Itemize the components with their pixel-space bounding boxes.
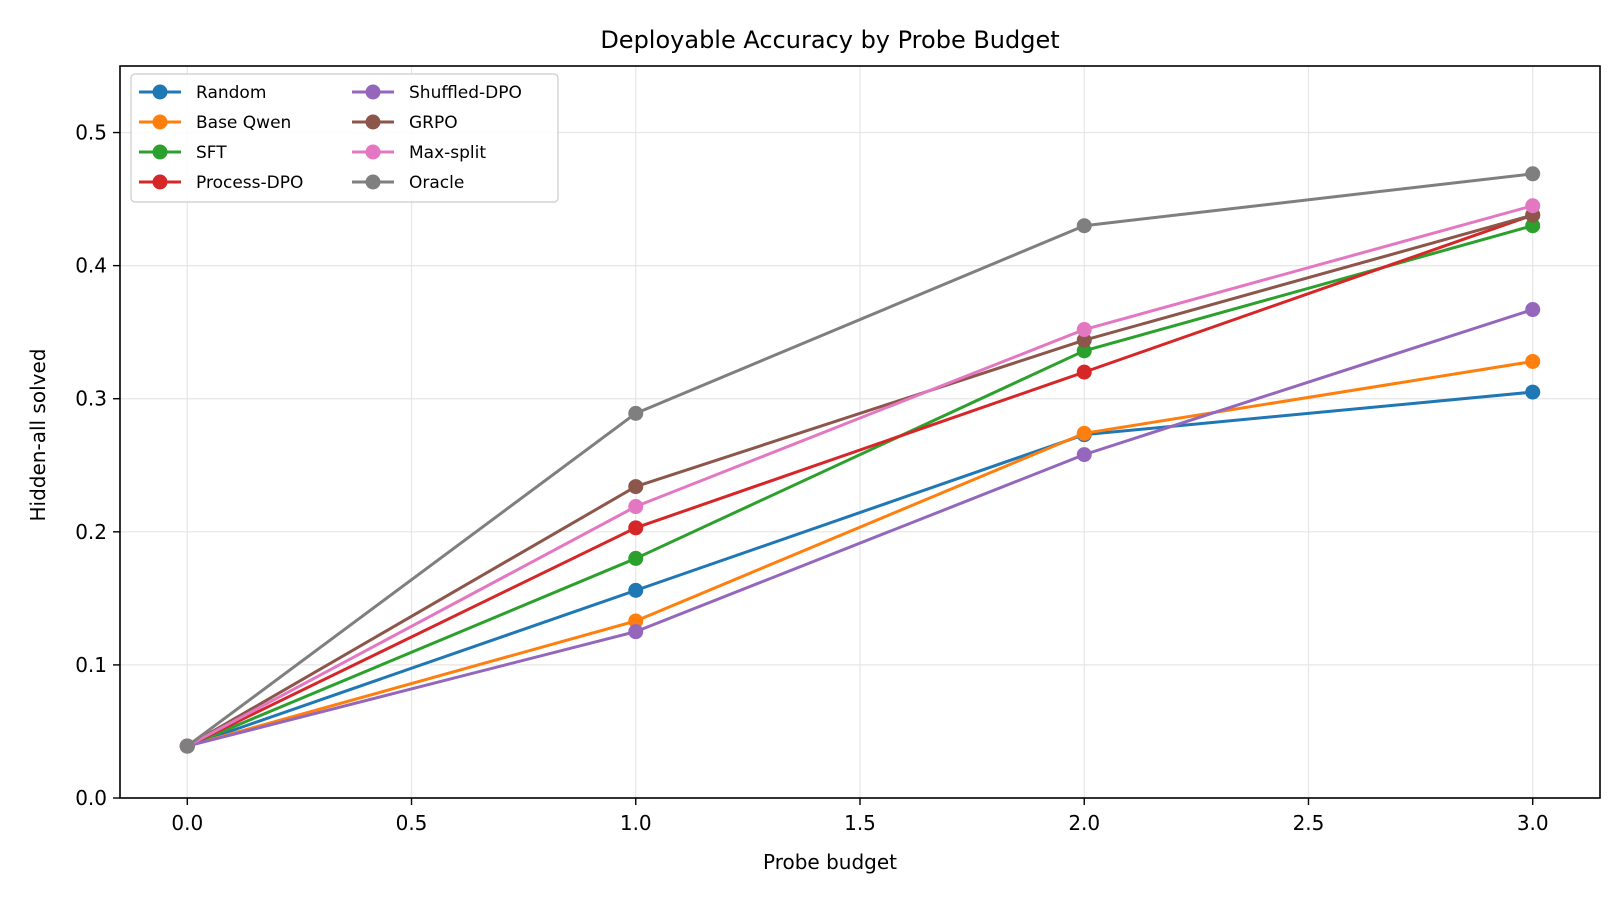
legend-item: Base Qwen <box>139 113 291 133</box>
legend-swatch-marker <box>152 174 168 190</box>
data-point <box>628 520 644 536</box>
x-tick-label: 0.0 <box>171 811 203 835</box>
x-tick-label: 1.0 <box>620 811 652 835</box>
data-point <box>1076 218 1092 234</box>
y-tick-label: 0.0 <box>75 786 107 810</box>
series-oracle <box>179 166 1541 754</box>
ticks: 0.0 0.5 1.0 1.5 2.0 2.5 3.0 0.0 0.1 0.2 0.3 0.4 0.5 <box>75 121 1548 835</box>
legend-item: Process-DPO <box>139 173 303 193</box>
legend-label: Random <box>196 83 266 103</box>
data-point <box>628 582 644 598</box>
chart-title: Deployable Accuracy by Probe Budget <box>600 26 1059 54</box>
data-point <box>179 738 195 754</box>
legend-swatch-marker <box>365 84 381 100</box>
series-line <box>186 213 1534 748</box>
data-point <box>628 613 644 629</box>
legend: Random Base Qwen SFT Process-DPO Shuffled-DP… <box>130 73 559 203</box>
legend-swatch-marker <box>365 144 381 160</box>
data-point <box>1525 302 1541 318</box>
data-point <box>1525 353 1541 369</box>
data-point <box>628 405 644 421</box>
series-line <box>186 213 1534 748</box>
legend-label: Shuffled-DPO <box>409 83 522 103</box>
legend-item: Max-split <box>352 143 486 163</box>
data-point <box>1525 198 1541 214</box>
legend-label: Base Qwen <box>196 113 291 133</box>
legend-label: Process-DPO <box>196 173 303 193</box>
legend-label: SFT <box>196 143 227 163</box>
legend-item: Random <box>139 83 266 103</box>
data-point <box>628 550 644 566</box>
data-point <box>1525 384 1541 400</box>
series-line <box>186 224 1534 748</box>
y-axis-label: Hidden-all solved <box>26 349 50 522</box>
series-group <box>179 166 1541 754</box>
legend-label: GRPO <box>409 113 458 133</box>
legend-label: Oracle <box>409 173 464 193</box>
series-line <box>186 359 1533 748</box>
legend-swatch-marker <box>152 84 168 100</box>
x-tick-label: 2.0 <box>1068 811 1100 835</box>
legend-swatch-marker <box>365 114 381 130</box>
data-point <box>1076 343 1092 359</box>
data-point <box>1076 364 1092 380</box>
legend-item: Shuffled-DPO <box>352 83 522 103</box>
x-tick-label: 3.0 <box>1517 811 1549 835</box>
y-tick-label: 0.5 <box>75 121 107 145</box>
data-point <box>1076 332 1092 348</box>
data-point <box>628 479 644 495</box>
data-point <box>1525 218 1541 234</box>
legend-box <box>130 73 559 203</box>
data-point <box>628 499 644 515</box>
data-point <box>1076 447 1092 463</box>
y-tick-label: 0.1 <box>75 653 107 677</box>
y-tick-label: 0.2 <box>75 520 107 544</box>
x-tick-label: 0.5 <box>396 811 428 835</box>
legend-item: GRPO <box>352 113 458 133</box>
series-line <box>186 172 1533 748</box>
data-point <box>628 624 644 640</box>
series-line <box>186 390 1533 748</box>
data-point <box>1525 166 1541 182</box>
y-tick-label: 0.3 <box>75 387 107 411</box>
legend-swatch-marker <box>152 144 168 160</box>
legend-swatch-marker <box>365 174 381 190</box>
x-axis-label: Probe budget <box>763 850 897 874</box>
legend-swatch-marker <box>152 114 168 130</box>
series-line <box>186 308 1534 748</box>
series-line <box>186 204 1534 748</box>
x-tick-label: 2.5 <box>1293 811 1325 835</box>
data-point <box>1076 322 1092 338</box>
legend-label: Max-split <box>409 143 486 163</box>
data-point <box>1076 425 1092 441</box>
x-tick-label: 1.5 <box>844 811 876 835</box>
legend-item: SFT <box>139 143 227 163</box>
legend-item: Oracle <box>352 173 464 193</box>
y-tick-label: 0.4 <box>75 254 107 278</box>
